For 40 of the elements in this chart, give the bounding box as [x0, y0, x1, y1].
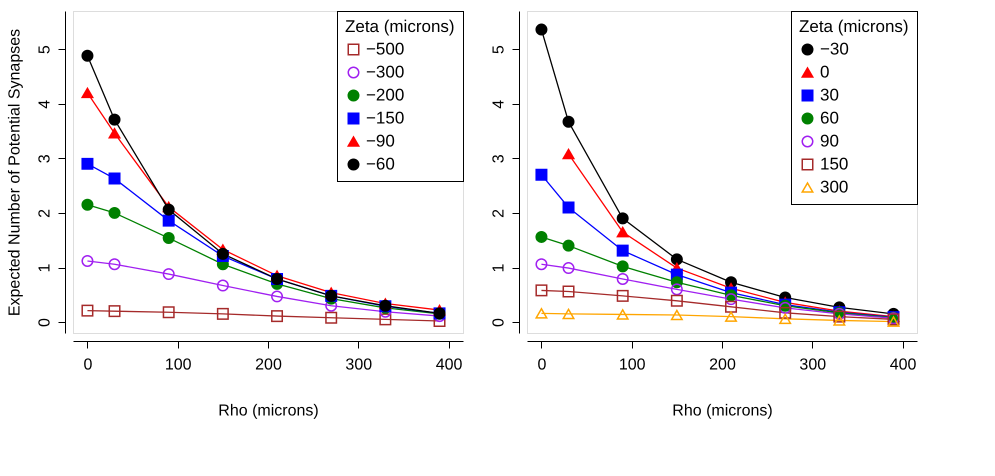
- x-tick-label: 200: [255, 356, 282, 374]
- y-tick-label: 1: [490, 263, 508, 272]
- legend-label: 300: [820, 178, 848, 196]
- x-tick-label: 200: [709, 356, 736, 374]
- y-tick-label: 1: [36, 263, 54, 272]
- legend-label: −300: [366, 62, 404, 82]
- y-tick-label: 5: [36, 45, 54, 54]
- y-axis-title: Expected Number of Potential Synapses: [6, 28, 24, 316]
- legend-label: −150: [366, 108, 404, 128]
- x-tick-label: 100: [618, 356, 646, 374]
- x-tick-label: 100: [164, 356, 192, 374]
- x-tick-label: 300: [799, 356, 826, 374]
- y-tick-label: 4: [490, 100, 508, 109]
- legend-label: 150: [820, 154, 848, 174]
- legend-label: −30: [820, 40, 849, 58]
- x-tick-label: 300: [345, 356, 372, 374]
- legend-label: −60: [366, 154, 395, 174]
- y-tick-label: 0: [490, 318, 508, 328]
- y-tick-label: 2: [490, 208, 508, 218]
- x-tick-label: 0: [537, 356, 546, 374]
- y-tick-label: 0: [36, 318, 54, 328]
- y-tick-label: 2: [36, 208, 54, 218]
- legend-label: 30: [820, 86, 839, 104]
- legend-label: 0: [820, 62, 830, 82]
- x-tick-label: 0: [83, 356, 92, 374]
- legend-label: 60: [820, 108, 839, 128]
- y-tick-label: 4: [36, 100, 54, 109]
- y-tick-label: 5: [490, 45, 508, 54]
- legend-label: −90: [366, 132, 395, 150]
- legend-label: −200: [366, 86, 404, 104]
- y-tick-label: 3: [36, 154, 54, 164]
- legend-title: Zeta (microns): [799, 17, 909, 36]
- legend-label: 90: [820, 132, 839, 150]
- x-axis-title: Rho (microns): [672, 402, 773, 420]
- legend-title: Zeta (microns): [345, 17, 455, 36]
- x-tick-label: 400: [890, 356, 916, 374]
- x-axis-title: Rho (microns): [218, 402, 319, 420]
- x-tick-label: 400: [436, 356, 462, 374]
- legend-label: −500: [366, 40, 404, 58]
- y-tick-label: 3: [490, 154, 508, 164]
